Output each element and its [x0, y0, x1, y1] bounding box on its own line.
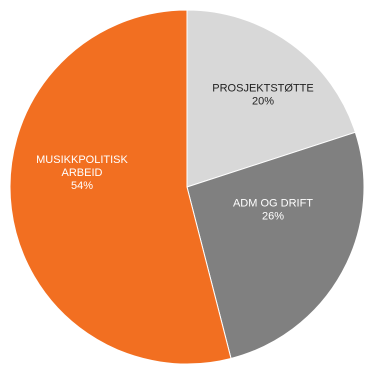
slice-category-label: ARBEID: [62, 167, 103, 179]
slice-value-label: 20%: [252, 96, 274, 108]
slice-musikkpolitisk-arbeid: [9, 9, 232, 365]
slice-prosjektstotte: [186, 9, 356, 188]
slice-value-label: 26%: [262, 211, 284, 223]
slice-category-label: PROSJEKTSTØTTE: [212, 83, 313, 95]
slice-category-label: MUSIKKPOLITISK: [36, 154, 128, 166]
slice-category-label: ADM OG DRIFT: [233, 198, 313, 210]
slice-value-label: 54%: [71, 180, 93, 192]
slice-adm-og-drift: [186, 131, 365, 360]
